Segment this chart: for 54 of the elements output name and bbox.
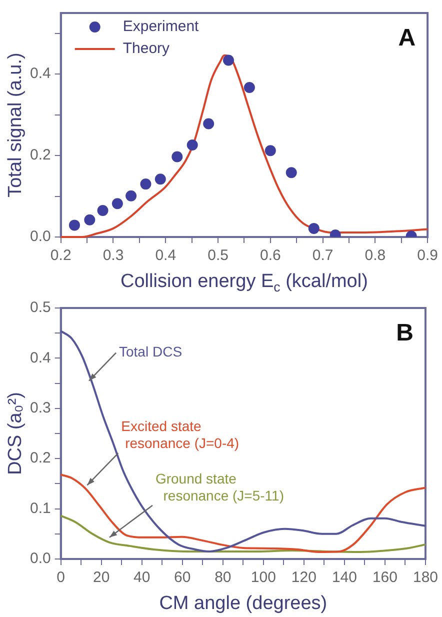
- legend-label: Theory: [122, 40, 170, 58]
- y-axis-title: DCS (a₀²): [5, 392, 26, 475]
- x-tick-label: 60: [174, 569, 191, 586]
- point: [154, 174, 166, 185]
- x-tick-label: 0.8: [364, 247, 386, 264]
- x-tick-label: 100: [250, 569, 276, 586]
- point: [84, 214, 96, 226]
- x-tick-label: 0.2: [50, 247, 72, 264]
- y-tick-label: 0.2: [30, 146, 51, 164]
- x-tick-label: 120: [291, 569, 316, 586]
- legend-label: Experiment: [122, 18, 200, 36]
- point: [244, 82, 255, 94]
- x-tick-label: 0.9: [417, 247, 438, 264]
- y-tick-label: 0.4: [30, 65, 51, 82]
- point: [286, 167, 297, 178]
- y-tick-label: 0.0: [30, 550, 51, 568]
- x-tick-label: 0.5: [208, 247, 228, 264]
- annotation: Excited state resonance (J=0-4): [121, 418, 240, 452]
- y-tick-label: 0.0: [30, 228, 51, 246]
- y-axis-title: Total signal (a.u.): [5, 52, 26, 198]
- point: [112, 198, 123, 210]
- point: [308, 222, 320, 234]
- x-axis-title: CM angle (degrees): [159, 593, 328, 614]
- annotation: A: [398, 24, 416, 52]
- line-series: [60, 474, 426, 553]
- annotation: Ground state resonance (J=5-11): [155, 470, 284, 504]
- y-tick-label: 0.3: [30, 400, 51, 417]
- x-tick-label: 80: [214, 569, 232, 586]
- x-tick-label: 20: [93, 569, 110, 586]
- point: [126, 190, 137, 202]
- x-tick-label: 180: [412, 569, 438, 586]
- point: [203, 118, 214, 130]
- y-tick-label: 0.5: [30, 299, 51, 316]
- x-tick-label: 0.7: [312, 247, 334, 264]
- x-tick-label: 40: [134, 569, 150, 586]
- point: [97, 205, 108, 216]
- line-series: [60, 514, 426, 553]
- annotation: Total DCS: [119, 344, 182, 360]
- x-tick-label: 0.3: [102, 247, 124, 264]
- y-tick-label: 0.1: [30, 500, 51, 517]
- x-tick-label: 160: [372, 569, 398, 586]
- x-tick-label: 0.4: [155, 247, 176, 264]
- point: [264, 145, 276, 156]
- point: [222, 54, 234, 66]
- y-tick-label: 0.4: [30, 349, 51, 366]
- point: [68, 220, 80, 231]
- x-tick-label: 0: [56, 569, 66, 586]
- x-tick-label: 140: [332, 569, 357, 586]
- point: [172, 151, 183, 162]
- annotation: B: [396, 320, 414, 347]
- x-tick-label: 0.6: [260, 247, 281, 264]
- point: [186, 139, 198, 150]
- point: [140, 178, 152, 190]
- y-tick-label: 0.2: [30, 450, 51, 467]
